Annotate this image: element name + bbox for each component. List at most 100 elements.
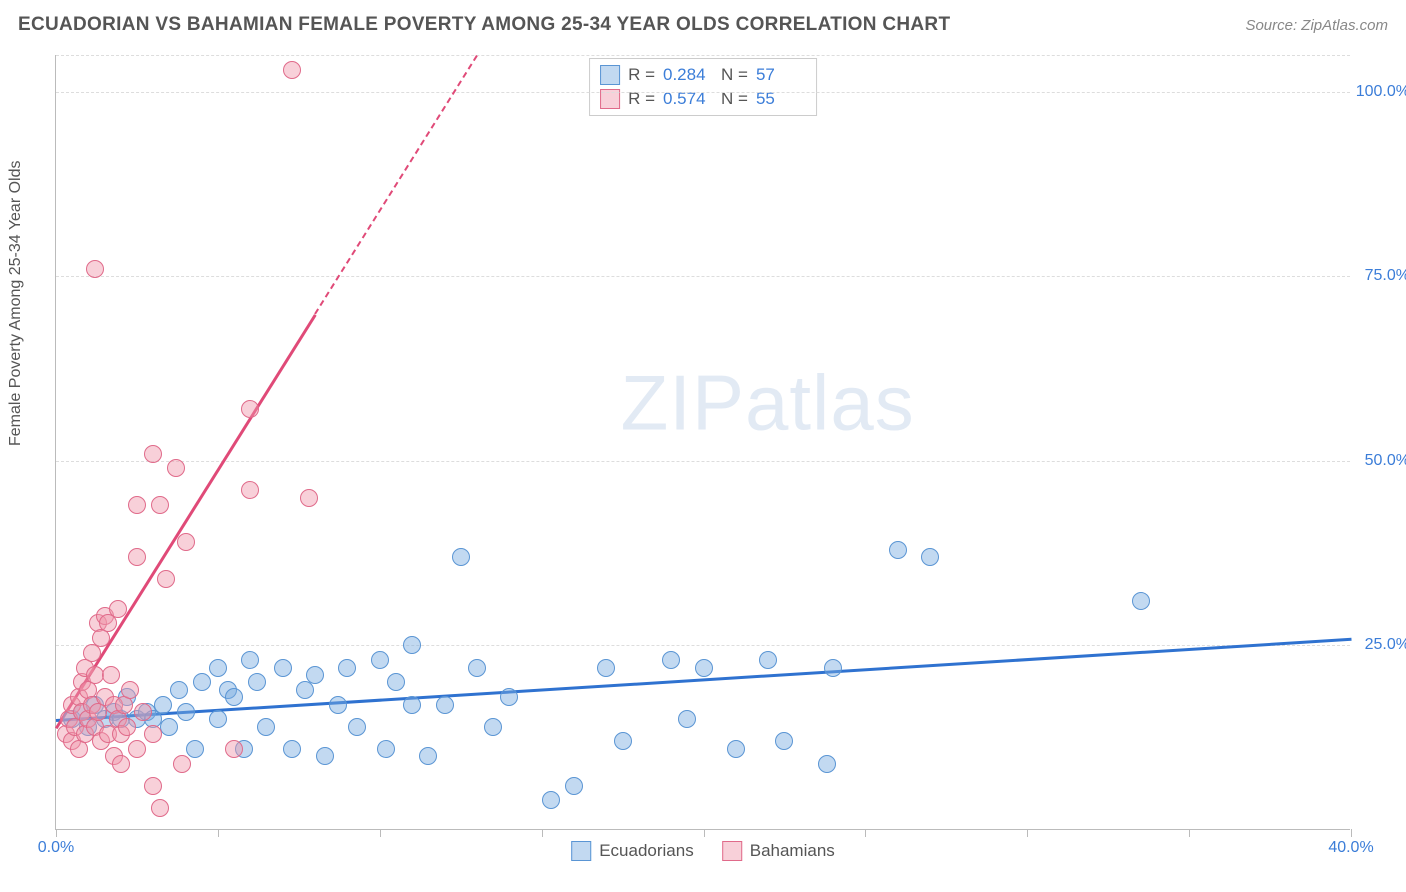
- x-tick: [218, 829, 219, 837]
- chart-title: ECUADORIAN VS BAHAMIAN FEMALE POVERTY AM…: [18, 14, 950, 36]
- data-point: [154, 696, 172, 714]
- data-point: [377, 740, 395, 758]
- data-point: [283, 740, 301, 758]
- y-tick-label: 75.0%: [1365, 267, 1406, 285]
- chart-container: ECUADORIAN VS BAHAMIAN FEMALE POVERTY AM…: [0, 0, 1406, 892]
- data-point: [209, 710, 227, 728]
- data-point: [128, 740, 146, 758]
- data-point: [329, 696, 347, 714]
- data-point: [167, 459, 185, 477]
- x-tick: [56, 829, 57, 837]
- x-max-label: 40.0%: [1328, 839, 1373, 857]
- data-point: [257, 718, 275, 736]
- stats-r-value-ecuadorians: 0.284: [663, 65, 713, 85]
- data-point: [695, 659, 713, 677]
- swatch-ecuadorians: [600, 65, 620, 85]
- data-point: [144, 725, 162, 743]
- data-point: [160, 718, 178, 736]
- stats-row-bahamians: R = 0.574 N = 55: [600, 87, 806, 111]
- stats-n-label: N =: [721, 65, 748, 85]
- data-point: [452, 548, 470, 566]
- data-point: [614, 732, 632, 750]
- data-point: [824, 659, 842, 677]
- data-point: [241, 651, 259, 669]
- data-point: [177, 703, 195, 721]
- data-point: [109, 600, 127, 618]
- data-point: [225, 688, 243, 706]
- data-point: [274, 659, 292, 677]
- data-point: [500, 688, 518, 706]
- data-point: [775, 732, 793, 750]
- data-point: [248, 673, 266, 691]
- data-point: [759, 651, 777, 669]
- watermark-bold: ZIP: [621, 359, 745, 447]
- x-tick: [1351, 829, 1352, 837]
- data-point: [371, 651, 389, 669]
- data-point: [128, 548, 146, 566]
- legend-swatch-bahamians: [722, 841, 742, 861]
- data-point: [316, 747, 334, 765]
- legend: Ecuadorians Bahamians: [571, 841, 835, 861]
- data-point: [436, 696, 454, 714]
- data-point: [306, 666, 324, 684]
- data-point: [193, 673, 211, 691]
- y-axis-label: Female Poverty Among 25-34 Year Olds: [7, 161, 25, 447]
- data-point: [173, 755, 191, 773]
- data-point: [727, 740, 745, 758]
- data-point: [1132, 592, 1150, 610]
- gridline: [56, 55, 1350, 56]
- y-tick-label: 25.0%: [1365, 636, 1406, 654]
- y-tick-label: 100.0%: [1356, 83, 1406, 101]
- data-point: [118, 718, 136, 736]
- legend-item-ecuadorians: Ecuadorians: [571, 841, 694, 861]
- data-point: [597, 659, 615, 677]
- legend-label-ecuadorians: Ecuadorians: [599, 841, 694, 861]
- data-point: [186, 740, 204, 758]
- data-point: [170, 681, 188, 699]
- stats-row-ecuadorians: R = 0.284 N = 57: [600, 63, 806, 87]
- gridline: [56, 461, 1350, 462]
- data-point: [151, 496, 169, 514]
- data-point: [419, 747, 437, 765]
- gridline: [56, 92, 1350, 93]
- data-point: [144, 445, 162, 463]
- legend-item-bahamians: Bahamians: [722, 841, 835, 861]
- data-point: [128, 496, 146, 514]
- data-point: [151, 799, 169, 817]
- x-tick: [542, 829, 543, 837]
- data-point: [177, 533, 195, 551]
- data-point: [241, 481, 259, 499]
- data-point: [889, 541, 907, 559]
- watermark: ZIPatlas: [621, 358, 915, 449]
- watermark-light: atlas: [745, 359, 915, 447]
- data-point: [678, 710, 696, 728]
- legend-swatch-ecuadorians: [571, 841, 591, 861]
- data-point: [468, 659, 486, 677]
- x-tick: [1027, 829, 1028, 837]
- data-point: [662, 651, 680, 669]
- data-point: [403, 636, 421, 654]
- data-point: [283, 61, 301, 79]
- y-tick-label: 50.0%: [1365, 452, 1406, 470]
- title-bar: ECUADORIAN VS BAHAMIAN FEMALE POVERTY AM…: [18, 14, 1388, 36]
- data-point: [241, 400, 259, 418]
- data-point: [102, 666, 120, 684]
- data-point: [225, 740, 243, 758]
- legend-label-bahamians: Bahamians: [750, 841, 835, 861]
- data-point: [338, 659, 356, 677]
- data-point: [209, 659, 227, 677]
- data-point: [403, 696, 421, 714]
- data-point: [348, 718, 366, 736]
- stats-n-value-ecuadorians: 57: [756, 65, 806, 85]
- source-attribution: Source: ZipAtlas.com: [1245, 17, 1388, 34]
- data-point: [565, 777, 583, 795]
- data-point: [157, 570, 175, 588]
- stats-r-label: R =: [628, 65, 655, 85]
- data-point: [300, 489, 318, 507]
- gridline: [56, 276, 1350, 277]
- data-point: [921, 548, 939, 566]
- data-point: [818, 755, 836, 773]
- data-point: [144, 777, 162, 795]
- x-min-label: 0.0%: [38, 839, 74, 857]
- data-point: [112, 755, 130, 773]
